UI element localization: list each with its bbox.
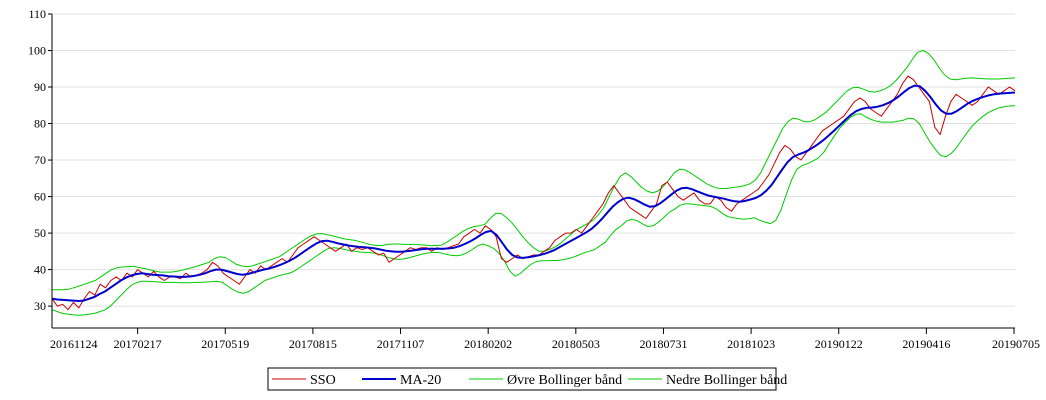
x-tick-label: 20180202 (464, 337, 512, 351)
x-tick-label: 20180731 (639, 337, 687, 351)
y-tick-label: 100 (28, 44, 46, 58)
x-tick-label: 20161124 (50, 337, 98, 351)
y-tick-label: 110 (28, 7, 46, 21)
x-tick-label: 20190705 (992, 337, 1040, 351)
x-tick-label: 20170815 (289, 337, 337, 351)
y-tick-label: 40 (34, 263, 46, 277)
x-tick-label: 20171107 (377, 337, 425, 351)
y-tick-label: 80 (34, 117, 46, 131)
y-tick-label: 90 (34, 80, 46, 94)
x-tick-label: 20190416 (902, 337, 950, 351)
x-tick-label: 20170217 (114, 337, 162, 351)
legend-label: MA-20 (400, 373, 441, 388)
series-line-upper-bollinger (52, 50, 1016, 291)
x-tick-label: 20180503 (552, 337, 600, 351)
legend-label: Nedre Bollinger bånd (666, 373, 787, 388)
y-tick-label: 50 (34, 226, 46, 240)
axes: 30 40 50 60 70 80 90 100 110 20161124 20170217 2017… (28, 7, 1040, 351)
series-group (51, 50, 1016, 316)
legend-box (267, 367, 777, 391)
x-tick-label: 20170519 (201, 337, 249, 351)
legend-label: SSO (310, 373, 336, 388)
series-line-lower-bollinger (51, 105, 1016, 316)
legend-label: Øvre Bollinger bånd (507, 373, 622, 388)
y-tick-label: 60 (34, 190, 46, 204)
series-line-sso (51, 75, 1016, 311)
gridlines (52, 13, 1015, 307)
legend: SSO MA-20 Øvre Bollinger bånd Nedre Bolling… (267, 367, 787, 391)
x-tick-label: 20181023 (727, 337, 775, 351)
series-line-ma-20 (51, 84, 1016, 302)
x-tick-label: 20190122 (815, 337, 863, 351)
y-tick-label: 30 (34, 299, 46, 313)
y-tick-label: 70 (34, 153, 46, 167)
